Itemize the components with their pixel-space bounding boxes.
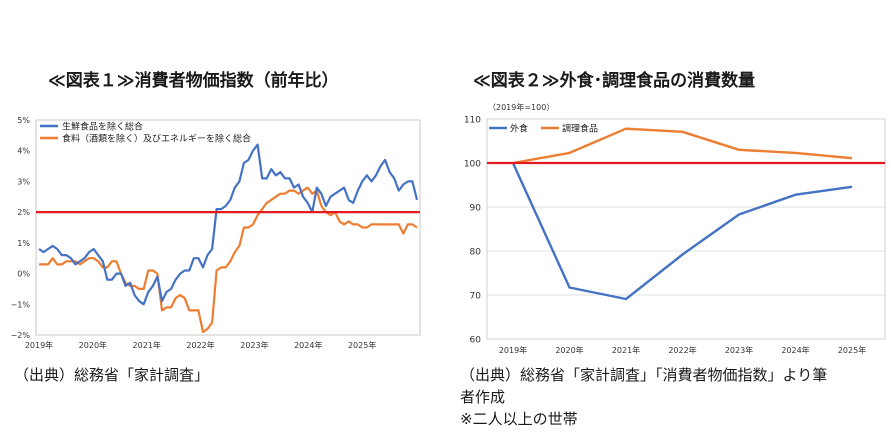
y-tick-label: 5% — [17, 116, 30, 125]
plot-area-border — [35, 119, 421, 336]
y-tick-label: −1% — [11, 300, 31, 309]
chart2-title: ≪図表２≫外食･調理食品の消費数量 — [473, 71, 756, 91]
y-tick-label: 3% — [17, 177, 30, 186]
series-line-1 — [39, 186, 418, 333]
source-line: 者作成 — [460, 388, 506, 406]
y-tick-label: 2% — [17, 208, 30, 217]
series-line-0 — [511, 162, 853, 301]
x-tick-label: 2025年 — [348, 340, 376, 350]
y-tick-label: 90 — [470, 204, 482, 214]
chart1-title: ≪図表１≫消費者物価指数（前年比） — [48, 71, 339, 91]
x-tick-label: 2019年 — [499, 345, 527, 355]
series-line-1 — [512, 127, 853, 165]
x-tick-label: 2023年 — [725, 345, 753, 355]
y-tick-label: 1% — [17, 239, 30, 248]
series-line-0 — [38, 143, 419, 306]
x-tick-label: 2025年 — [838, 345, 866, 355]
y-tick-label: 80 — [470, 248, 482, 258]
x-tick-label: 2020年 — [79, 340, 107, 350]
x-tick-label: 2021年 — [133, 340, 161, 350]
legend-label-0: 外食 — [510, 123, 528, 135]
chart2-subtitle: （2019年=100） — [488, 102, 554, 112]
source-line: ※二人以上の世帯 — [460, 410, 578, 428]
legend-label-0: 生鮮食品を除く総合 — [62, 121, 143, 133]
x-tick-label: 2022年 — [668, 345, 696, 355]
y-tick-label: 4% — [17, 147, 30, 156]
source-line: （出典）総務省「家計調査」「消費者物価指数」より筆 — [460, 366, 828, 384]
y-tick-label: −2% — [11, 331, 31, 340]
x-tick-label: 2023年 — [240, 340, 268, 350]
y-tick-label: 110 — [464, 116, 481, 126]
y-tick-label: 100 — [464, 160, 481, 170]
source-line: （出典）総務省「家計調査」 — [14, 366, 210, 384]
y-tick-label: 60 — [470, 336, 482, 346]
x-tick-label: 2022年 — [186, 340, 214, 350]
legend-label-1: 食料（酒類を除く）及びエネルギーを除く総合 — [62, 133, 251, 145]
legend-label-1: 調理食品 — [562, 123, 598, 135]
y-tick-label: 70 — [470, 292, 482, 302]
x-tick-label: 2020年 — [555, 345, 583, 355]
x-tick-label: 2019年 — [25, 340, 53, 350]
x-tick-label: 2024年 — [781, 345, 809, 355]
chart2-source: （出典）総務省「家計調査」「消費者物価指数」より筆 者作成 ※二人以上の世帯 — [460, 364, 827, 430]
x-tick-label: 2024年 — [294, 340, 322, 350]
x-tick-label: 2021年 — [612, 345, 640, 355]
plot-area-border — [486, 118, 886, 340]
y-tick-label: 0% — [17, 270, 30, 279]
chart1-source: （出典）総務省「家計調査」 — [14, 364, 209, 386]
